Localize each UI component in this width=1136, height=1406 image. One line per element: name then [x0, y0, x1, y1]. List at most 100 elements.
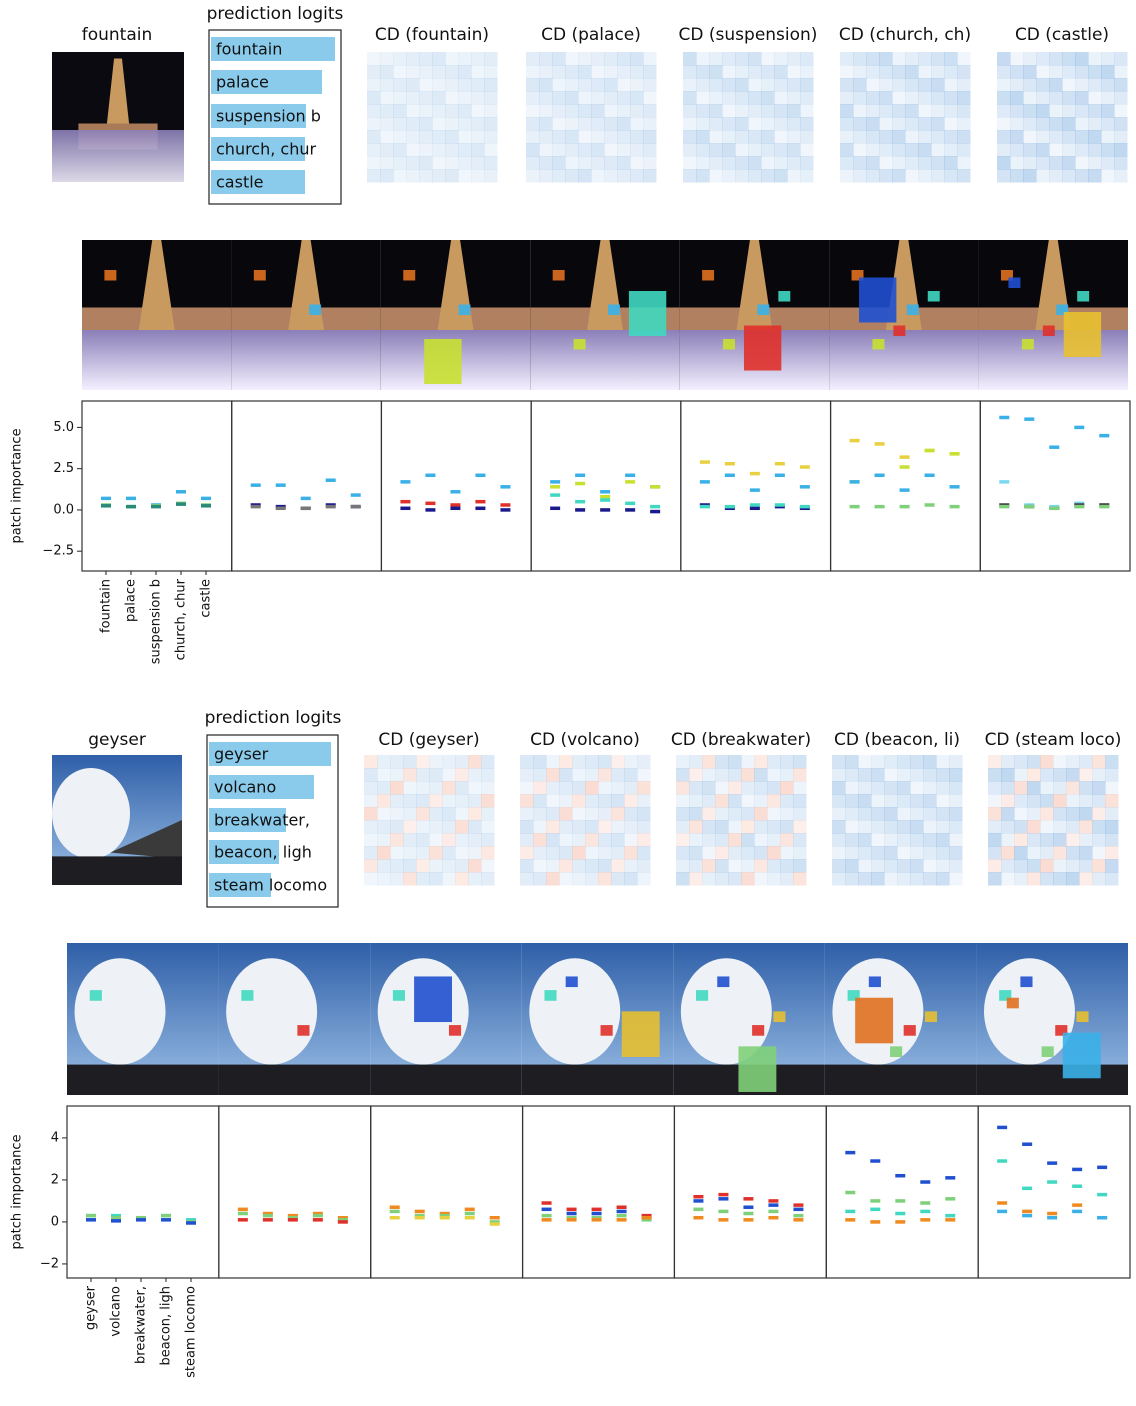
- heatmap-cell: [468, 872, 482, 886]
- heatmap-cell: [780, 755, 794, 769]
- heatmap-cell: [1088, 91, 1102, 105]
- chart-title: prediction logits: [205, 708, 342, 728]
- heatmap-cell: [957, 156, 971, 170]
- heatmap-cell: [1066, 820, 1080, 834]
- heatmap-cell: [871, 872, 885, 886]
- heatmap-cell: [367, 104, 381, 118]
- heatmap-cell: [539, 78, 553, 92]
- heatmap-cell: [1092, 820, 1106, 834]
- heatmap-cell: [735, 78, 749, 92]
- heatmap-cell: [800, 117, 814, 131]
- heatmap-cell: [767, 794, 781, 808]
- heatmap-cell: [585, 859, 599, 873]
- heatmap-cell: [944, 156, 958, 170]
- heatmap-cell: [866, 65, 880, 79]
- seg-region: [414, 976, 452, 1023]
- heatmap-cell: [455, 833, 469, 847]
- heatmap-cell: [853, 65, 867, 79]
- heatmap-cell: [572, 859, 586, 873]
- heatmap-cell: [780, 781, 794, 795]
- heatmap-cell: [611, 768, 625, 782]
- heatmap-cell: [624, 807, 638, 821]
- heatmap-cell: [879, 104, 893, 118]
- heatmap-cell: [559, 833, 573, 847]
- heatmap-cell: [611, 807, 625, 821]
- heatmap-cell: [1079, 807, 1093, 821]
- heatmap-cell: [832, 872, 846, 886]
- heatmap-title: CD (steam loco): [985, 730, 1122, 750]
- heatmap-cell: [696, 78, 710, 92]
- heatmap-cell: [748, 78, 762, 92]
- heatmap-cell: [520, 820, 534, 834]
- heatmap-cell: [793, 755, 807, 769]
- seg-region: [458, 304, 471, 315]
- heatmap-cell: [1079, 872, 1093, 886]
- panel-title: fountain: [82, 25, 153, 45]
- heatmap-cell: [611, 794, 625, 808]
- heatmap-cell: [936, 872, 950, 886]
- heatmap-cell: [1036, 117, 1050, 131]
- heatmap-cell: [735, 104, 749, 118]
- heatmap-cell: [468, 807, 482, 821]
- heatmap-cell: [741, 859, 755, 873]
- heatmap-cell: [1105, 807, 1119, 821]
- heatmap-cell: [546, 781, 560, 795]
- heatmap-cell: [526, 169, 540, 183]
- heatmap-cell: [1036, 143, 1050, 157]
- heatmap-cell: [1101, 91, 1115, 105]
- heatmap-cell: [1014, 833, 1028, 847]
- heatmap-cell: [390, 807, 404, 821]
- subplot-frame: [979, 400, 1131, 572]
- heatmap-cell: [617, 143, 631, 157]
- heatmap-cell: [689, 859, 703, 873]
- heatmap-cell: [793, 820, 807, 834]
- heatmap-cell: [1023, 78, 1037, 92]
- heatmap-cell: [884, 807, 898, 821]
- heatmap-cell: [754, 781, 768, 795]
- heatmap-cell: [630, 117, 644, 131]
- heatmap-cell: [367, 78, 381, 92]
- heatmap-cell: [1036, 156, 1050, 170]
- heatmap-cell: [800, 104, 814, 118]
- heatmap-cell: [546, 768, 560, 782]
- heatmap-cell: [754, 846, 768, 860]
- seg-tower: [138, 240, 175, 330]
- heatmap-cell: [780, 768, 794, 782]
- heatmap-cell: [367, 143, 381, 157]
- heatmap-title: CD (fountain): [375, 25, 489, 45]
- heatmap-cell: [683, 91, 697, 105]
- heatmap-cell: [689, 755, 703, 769]
- heatmap-cell: [377, 846, 391, 860]
- heatmap-cell: [879, 91, 893, 105]
- heatmap-cell: [585, 768, 599, 782]
- heatmap-cell: [572, 872, 586, 886]
- heatmap-cell: [709, 143, 723, 157]
- heatmap-cell: [866, 91, 880, 105]
- heatmap-cell: [840, 78, 854, 92]
- heatmap-cell: [617, 52, 631, 66]
- heatmap-cell: [1001, 859, 1015, 873]
- heatmap-cell: [696, 52, 710, 66]
- heatmap-cell: [853, 169, 867, 183]
- seg-spray: [530, 330, 680, 390]
- heatmap-cell: [377, 833, 391, 847]
- heatmap-cell: [936, 846, 950, 860]
- heatmap-cell: [676, 807, 690, 821]
- heatmap-cell: [931, 156, 945, 170]
- heatmap-cell: [539, 104, 553, 118]
- heatmap-cell: [1075, 130, 1089, 144]
- heatmap-cell: [442, 872, 456, 886]
- heatmap-cell: [884, 768, 898, 782]
- heatmap-cell: [572, 755, 586, 769]
- heatmap-cell: [715, 781, 729, 795]
- heatmap-cell: [1014, 768, 1028, 782]
- heatmap-cell: [429, 807, 443, 821]
- heatmap-cell: [1023, 143, 1037, 157]
- heatmap-cell: [988, 820, 1002, 834]
- heatmap-cell: [949, 794, 963, 808]
- heatmap-cell: [1010, 104, 1024, 118]
- heatmap-cell: [944, 104, 958, 118]
- heatmap-cell: [377, 859, 391, 873]
- heatmap-cell: [445, 143, 459, 157]
- heatmap-cell: [997, 52, 1011, 66]
